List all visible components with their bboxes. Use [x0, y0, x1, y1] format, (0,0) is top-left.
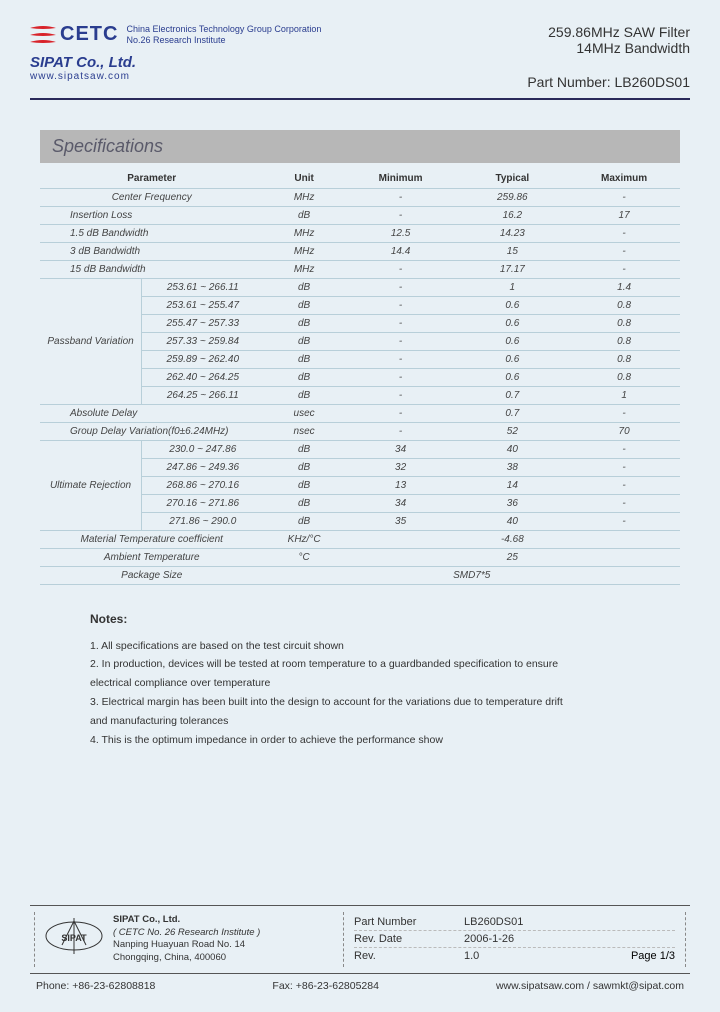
phone: Phone: +86-23-62808818: [36, 980, 155, 992]
table-row: Ambient Temperature°C25: [40, 549, 680, 567]
svg-text:SIPAT: SIPAT: [61, 933, 87, 943]
cetc-name: CETC: [60, 24, 118, 44]
contact-line: Phone: +86-23-62808818 Fax: +86-23-62805…: [30, 980, 690, 992]
fax: Fax: +86-23-62805284: [272, 980, 379, 992]
col-min: Minimum: [345, 169, 457, 189]
table-row: Center FrequencyMHz-259.86-: [40, 189, 680, 207]
web-email: www.sipatsaw.com / sawmkt@sipat.com: [496, 980, 684, 992]
table-row: Material Temperature coefficientKHz/°C-4…: [40, 531, 680, 549]
spec-table: Parameter Unit Minimum Typical Maximum C…: [40, 169, 680, 585]
table-row: 1.5 dB BandwidthMHz12.514.23-: [40, 225, 680, 243]
table-row: Ultimate Rejection230.0 ~ 247.86dB3440-: [40, 441, 680, 459]
table-row: Group Delay Variation(f0±6.24MHz)nsec-52…: [40, 423, 680, 441]
table-row: Passband Variation253.61 ~ 266.11dB-11.4: [40, 279, 680, 297]
notes-section: Notes: 1. All specifications are based o…: [90, 609, 630, 750]
note-line: 3. Electrical margin has been built into…: [90, 693, 630, 712]
footer-address: SIPAT Co., Ltd. ( CETC No. 26 Research I…: [113, 914, 260, 965]
page-header: CETC China Electronics Technology Group …: [30, 24, 690, 100]
product-title: 259.86MHz SAW Filter: [527, 24, 690, 40]
sipat-logo-icon: SIPAT: [43, 914, 105, 958]
note-line: 4. This is the optimum impedance in orde…: [90, 731, 630, 750]
table-row: Package SizeSMD7*5: [40, 567, 680, 585]
note-line: 2. In production, devices will be tested…: [90, 655, 630, 674]
note-line: electrical compliance over temperature: [90, 674, 630, 693]
page-footer: SIPAT SIPAT Co., Ltd. ( CETC No. 26 Rese…: [30, 905, 690, 992]
product-subtitle: 14MHz Bandwidth: [527, 40, 690, 56]
col-typ: Typical: [456, 169, 568, 189]
note-line: 1. All specifications are based on the t…: [90, 637, 630, 656]
sipat-url: www.sipatsaw.com: [30, 71, 321, 82]
cetc-logo: CETC China Electronics Technology Group …: [30, 24, 321, 46]
col-unit: Unit: [263, 169, 344, 189]
col-max: Maximum: [568, 169, 680, 189]
notes-title: Notes:: [90, 609, 630, 631]
table-row: 15 dB BandwidthMHz-17.17-: [40, 261, 680, 279]
cetc-corp-line2: No.26 Research Institute: [126, 35, 321, 46]
table-row: 3 dB BandwidthMHz14.415-: [40, 243, 680, 261]
table-row: Absolute Delayusec-0.7-: [40, 405, 680, 423]
col-parameter: Parameter: [40, 169, 263, 189]
section-title: Specifications: [40, 130, 680, 163]
cetc-logo-icon: [30, 24, 56, 46]
footer-meta: Part NumberLB260DS01Rev. Date2006-1-26Re…: [344, 912, 686, 967]
part-number: Part Number: LB260DS01: [527, 74, 690, 90]
note-line: and manufacturing tolerances: [90, 712, 630, 731]
sipat-company: SIPAT Co., Ltd.: [30, 54, 321, 71]
cetc-corp-line1: China Electronics Technology Group Corpo…: [126, 24, 321, 35]
table-row: Insertion LossdB-16.217: [40, 207, 680, 225]
